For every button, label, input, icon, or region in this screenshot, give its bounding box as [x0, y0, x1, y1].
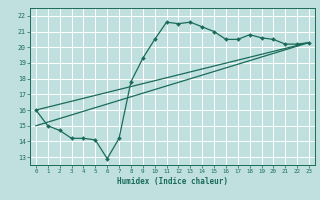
X-axis label: Humidex (Indice chaleur): Humidex (Indice chaleur) — [117, 177, 228, 186]
